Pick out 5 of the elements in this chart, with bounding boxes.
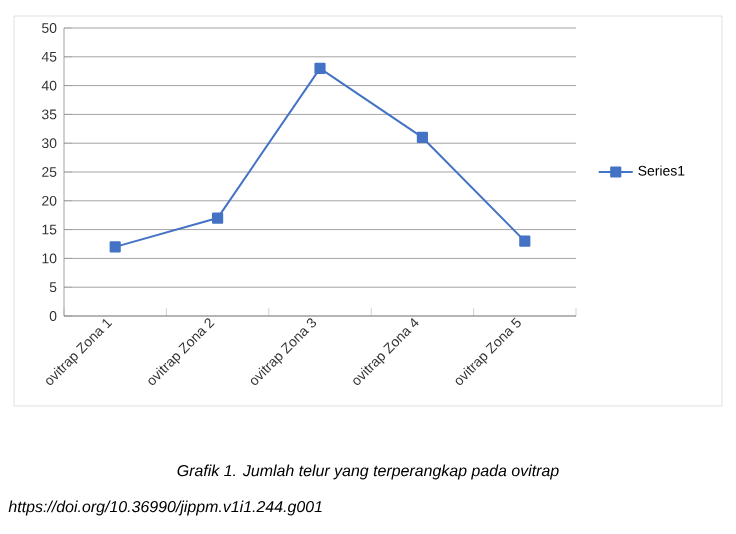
point (212, 212, 224, 224)
point (416, 131, 428, 144)
point (314, 62, 326, 74)
point (519, 235, 531, 247)
point (109, 241, 121, 253)
